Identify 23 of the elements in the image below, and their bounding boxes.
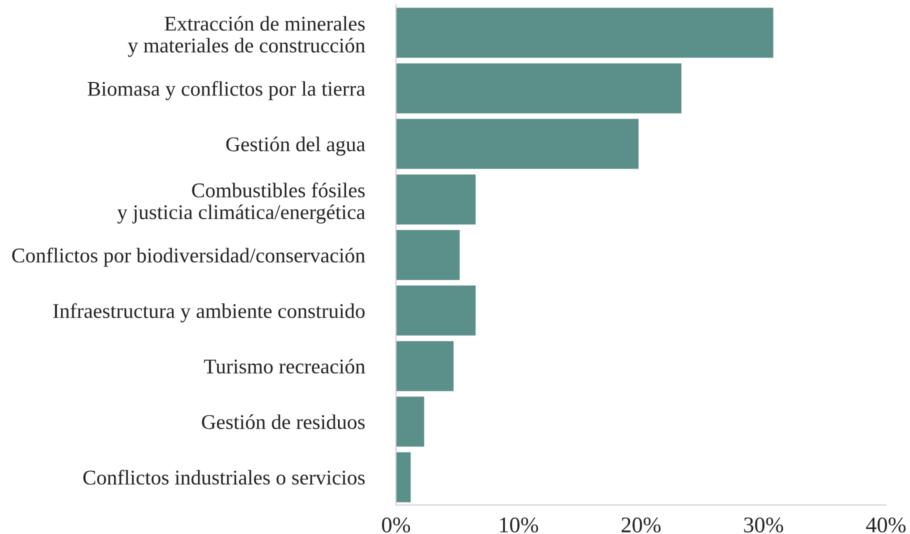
bar	[396, 174, 476, 224]
y-tick-label: Conflictos industriales o servicios	[83, 470, 365, 485]
x-tick-label: 20%	[622, 517, 661, 533]
bar	[396, 286, 476, 336]
x-tick-label: 30%	[744, 517, 784, 533]
x-tick-label: 0%	[382, 517, 410, 533]
bar	[396, 452, 411, 502]
y-tick-label: Combustibles fósiles y justicia climática/energética	[117, 182, 366, 224]
y-tick-label: Gestión del agua	[226, 136, 366, 156]
y-tick-label: Gestión de residuos	[202, 414, 365, 430]
x-tick-label: 40%	[866, 517, 906, 533]
y-tick-label: Conflictos por biodiversidad/conservación	[12, 248, 366, 267]
bar	[396, 63, 682, 114]
bar	[396, 118, 639, 169]
y-tick-label: Extracción de minerales y materiales de construcción	[128, 16, 366, 57]
bar	[396, 230, 460, 280]
bar	[396, 8, 774, 58]
y-tick-label: Turismo recreación	[204, 358, 366, 374]
y-tick-label: Infraestructura y ambiente construido	[53, 303, 365, 322]
bar	[396, 341, 454, 392]
bar	[396, 396, 424, 447]
x-tick-label: 10%	[500, 517, 538, 533]
y-tick-label: Biomasa y conflictos por la tierra	[88, 81, 366, 100]
